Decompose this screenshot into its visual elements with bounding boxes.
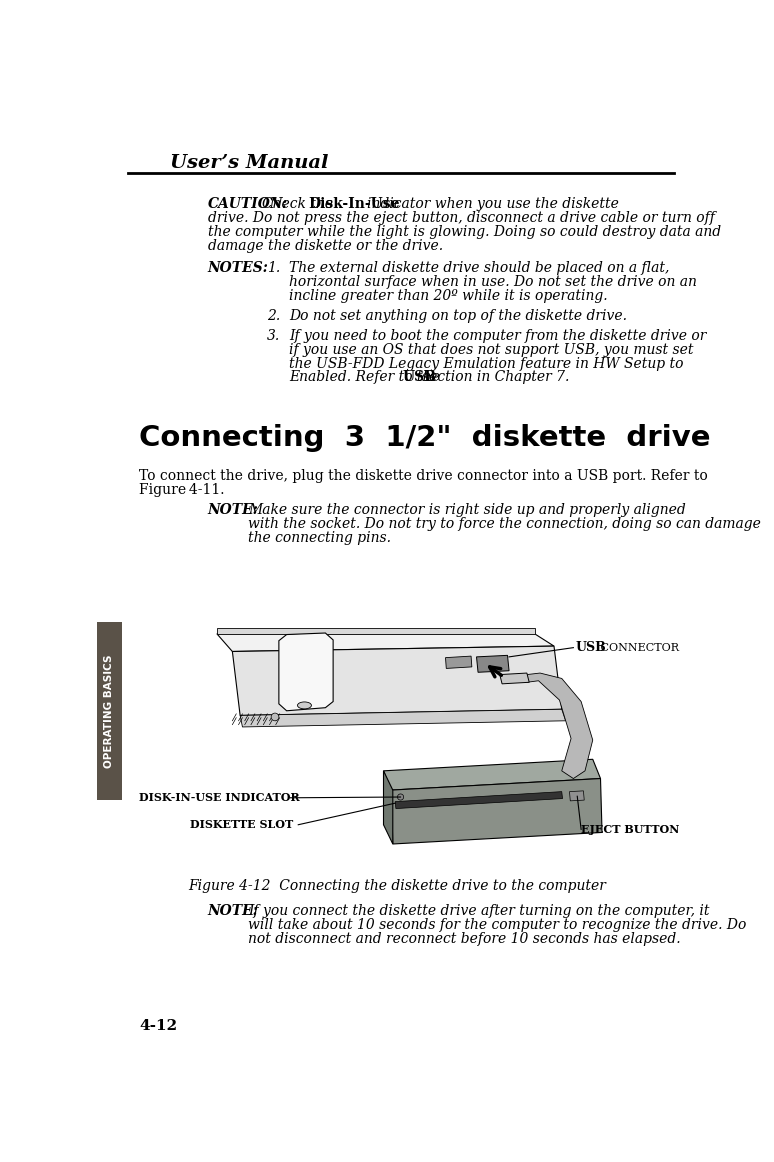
Polygon shape — [240, 709, 566, 727]
Text: 4-12: 4-12 — [139, 1019, 177, 1033]
Text: section in Chapter 7.: section in Chapter 7. — [423, 371, 570, 385]
Circle shape — [398, 794, 404, 801]
Text: Figure 4-11.: Figure 4-11. — [139, 483, 225, 497]
Polygon shape — [279, 633, 333, 711]
Text: damage the diskette or the drive.: damage the diskette or the drive. — [207, 238, 443, 253]
Polygon shape — [570, 791, 584, 801]
Text: EJECT BUTTON: EJECT BUTTON — [581, 824, 680, 834]
Polygon shape — [527, 673, 593, 779]
Polygon shape — [217, 633, 554, 652]
Text: NOTE:: NOTE: — [207, 503, 259, 517]
Text: NOTE:: NOTE: — [207, 904, 259, 918]
Text: Check the: Check the — [262, 198, 337, 211]
Text: will take about 10 seconds for the computer to recognize the drive. Do: will take about 10 seconds for the compu… — [248, 918, 746, 932]
Text: the computer while the light is glowing. Doing so could destroy data and: the computer while the light is glowing.… — [207, 225, 721, 239]
Text: DISK-IN-USE INDICATOR: DISK-IN-USE INDICATOR — [139, 792, 300, 803]
Polygon shape — [446, 657, 472, 668]
Text: To connect the drive, plug the diskette drive connector into a USB port. Refer t: To connect the drive, plug the diskette … — [139, 469, 708, 483]
Text: Enabled. Refer to the: Enabled. Refer to the — [289, 371, 444, 385]
Bar — [97, 622, 122, 801]
Text: 1.: 1. — [267, 261, 280, 275]
Text: Do not set anything on top of the diskette drive.: Do not set anything on top of the disket… — [289, 309, 627, 323]
Text: If you connect the diskette drive after turning on the computer, it: If you connect the diskette drive after … — [248, 904, 710, 918]
Text: OPERATING BASICS: OPERATING BASICS — [104, 654, 114, 768]
Text: NOTES:: NOTES: — [207, 261, 269, 275]
Polygon shape — [232, 646, 562, 716]
Text: incline greater than 20º while it is operating.: incline greater than 20º while it is ope… — [289, 289, 608, 303]
Text: with the socket. Do not try to force the connection, doing so can damage: with the socket. Do not try to force the… — [248, 517, 761, 531]
Text: horizontal surface when in use. Do not set the drive on an: horizontal surface when in use. Do not s… — [289, 275, 697, 289]
Text: indicator when you use the diskette: indicator when you use the diskette — [367, 198, 619, 211]
Text: USB: USB — [576, 641, 607, 654]
Text: Disk-In-Use: Disk-In-Use — [308, 198, 400, 211]
Text: Connecting  3  1/2"  diskette  drive: Connecting 3 1/2" diskette drive — [139, 424, 711, 452]
Text: 3.: 3. — [267, 329, 280, 343]
Text: DISKETTE SLOT: DISKETTE SLOT — [190, 819, 293, 830]
Text: if you use an OS that does not support USB, you must set: if you use an OS that does not support U… — [289, 343, 694, 357]
Text: 2.: 2. — [267, 309, 280, 323]
Polygon shape — [383, 770, 392, 844]
Polygon shape — [477, 655, 509, 673]
Polygon shape — [395, 791, 563, 809]
Ellipse shape — [297, 702, 311, 709]
Text: The external diskette drive should be placed on a flat,: The external diskette drive should be pl… — [289, 261, 670, 275]
Polygon shape — [500, 673, 529, 683]
Text: the USB-FDD Legacy Emulation feature in HW Setup to: the USB-FDD Legacy Emulation feature in … — [289, 357, 683, 371]
Text: the connecting pins.: the connecting pins. — [248, 531, 391, 545]
Polygon shape — [217, 629, 535, 633]
Text: Make sure the connector is right side up and properly aligned: Make sure the connector is right side up… — [248, 503, 686, 517]
Text: USB: USB — [403, 371, 437, 385]
Text: User’s Manual: User’s Manual — [170, 153, 329, 172]
Text: If you need to boot the computer from the diskette drive or: If you need to boot the computer from th… — [289, 329, 707, 343]
Text: CAUTION:: CAUTION: — [207, 198, 288, 211]
Circle shape — [271, 713, 279, 720]
Polygon shape — [391, 779, 602, 844]
Text: CONNECTOR: CONNECTOR — [597, 643, 679, 653]
Polygon shape — [383, 759, 601, 790]
Text: not disconnect and reconnect before 10 seconds has elapsed.: not disconnect and reconnect before 10 s… — [248, 932, 680, 946]
Text: Figure 4-12  Connecting the diskette drive to the computer: Figure 4-12 Connecting the diskette driv… — [188, 878, 605, 892]
Text: drive. Do not press the eject button, disconnect a drive cable or turn off: drive. Do not press the eject button, di… — [207, 211, 714, 225]
